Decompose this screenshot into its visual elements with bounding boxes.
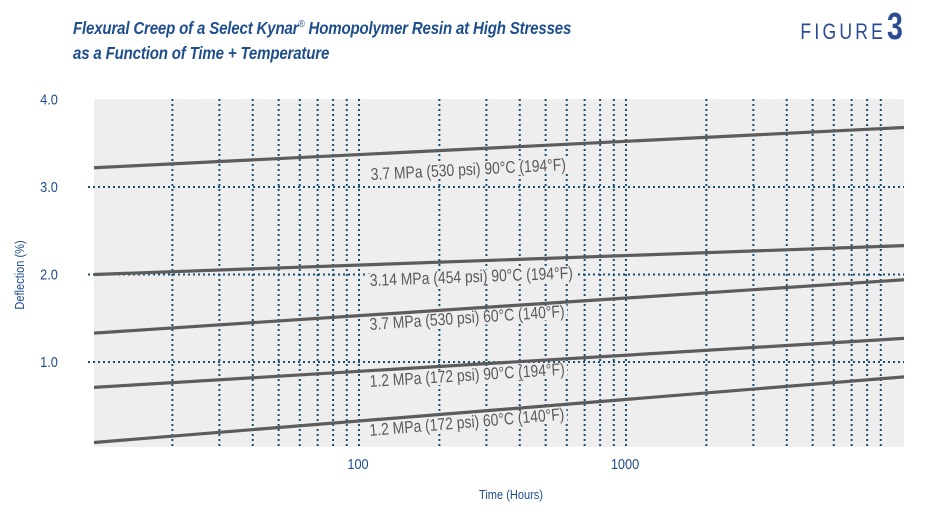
label-background xyxy=(366,407,568,439)
y-tick-label: 1.0 xyxy=(40,353,58,370)
label-background xyxy=(366,304,568,333)
figure-number-label: FIGURE 3 xyxy=(779,6,908,49)
series-line xyxy=(93,125,905,170)
y-axis-ticks: 4.0 3.0 2.0 1.0 xyxy=(40,90,58,370)
figure-word: FIGURE xyxy=(800,19,887,44)
series-line xyxy=(93,278,905,335)
label-background xyxy=(367,266,576,289)
chart-title: Flexural Creep of a Select Kynar® Homopo… xyxy=(73,12,571,66)
chart-title-line-1: Flexural Creep of a Select Kynar® Homopo… xyxy=(73,12,571,41)
series-line xyxy=(93,336,905,389)
chart-title-line-2: as a Function of Time + Temperature xyxy=(73,42,330,63)
x-axis-ticks: 100 1000 xyxy=(347,455,639,472)
gridlines xyxy=(88,99,904,447)
registered-mark: ® xyxy=(298,19,305,30)
label-background xyxy=(366,362,568,390)
y-tick-label: 2.0 xyxy=(40,265,58,282)
figure-number: 3 xyxy=(886,6,903,48)
series-line xyxy=(93,244,905,277)
x-tick-label: 1000 xyxy=(611,455,640,472)
y-tick-label: 3.0 xyxy=(40,178,58,195)
title-text: Flexural Creep of a Select Kynar xyxy=(73,17,299,38)
y-axis-label: Deflection (%) xyxy=(12,240,27,309)
title-text: Homopolymer Resin at High Stresses xyxy=(304,17,572,38)
x-tick-label: 100 xyxy=(347,455,368,472)
series-lines xyxy=(93,125,905,445)
y-tick-label: 4.0 xyxy=(40,90,58,107)
label-background xyxy=(367,157,569,183)
x-axis-label: Time (Hours) xyxy=(479,487,543,502)
series-line xyxy=(93,375,905,445)
